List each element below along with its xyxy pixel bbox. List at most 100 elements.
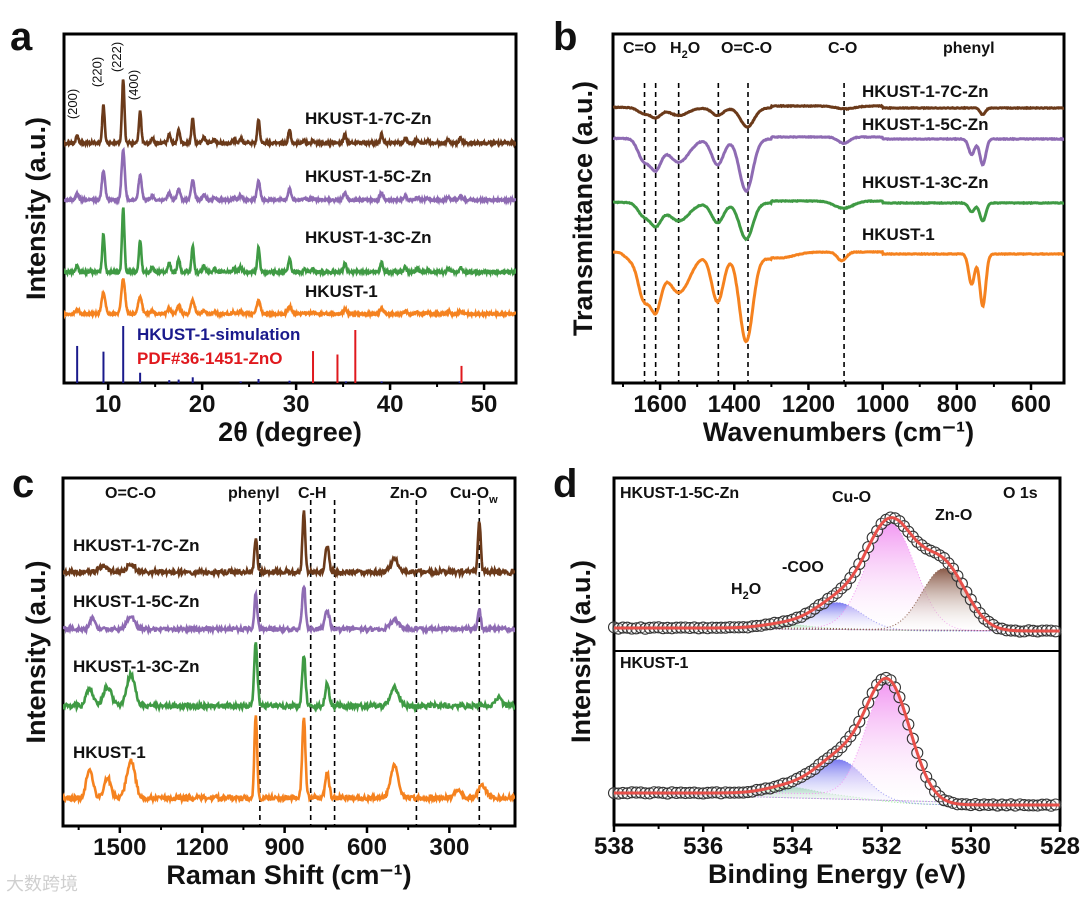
- series-label: HKUST-1-7C-Zn: [73, 536, 200, 555]
- x-tick-label: 1000: [856, 391, 909, 418]
- x-tick-label: 1500: [93, 834, 146, 861]
- component-label: Cu-O: [832, 489, 871, 506]
- x-tick-label: 10: [95, 391, 122, 418]
- band-label-subscript: w: [488, 494, 498, 506]
- panel-letter-d: d: [553, 462, 577, 506]
- x-tick-label: 300: [429, 834, 469, 861]
- subplot-label: HKUST-1-5C-Zn: [620, 485, 739, 502]
- x-axis-title: 2θ (degree): [218, 417, 362, 447]
- panel-letter-b: b: [553, 15, 577, 59]
- hkl-label: (200): [65, 89, 80, 119]
- ftir-series-line: [613, 134, 1064, 194]
- band-label-main: H: [670, 40, 682, 57]
- band-label: C-O: [828, 40, 857, 57]
- ftir-series-line: [613, 249, 1064, 344]
- band-label-main: C-H: [298, 485, 326, 502]
- band-label-subscript: 2: [682, 49, 688, 61]
- y-axis-title: Intensity (a.u.): [566, 560, 596, 743]
- component-label-subscript: 2: [743, 590, 749, 602]
- band-label-main: O=C-O: [721, 40, 772, 57]
- band-label-main: Zn-O: [390, 485, 427, 502]
- xrd-series-line: [64, 146, 516, 207]
- band-label: Zn-O: [390, 485, 427, 502]
- band-label-rest: O: [688, 40, 700, 57]
- x-tick-label: 532: [862, 833, 902, 860]
- x-tick-label: 40: [377, 391, 404, 418]
- component-label-main: H: [731, 581, 743, 598]
- x-tick-label: 1200: [176, 834, 229, 861]
- raman-series-line: [63, 510, 515, 580]
- series-label: HKUST-1-3C-Zn: [862, 173, 989, 192]
- panel-letter-a: a: [10, 15, 33, 59]
- band-label: phenyl: [228, 485, 280, 502]
- x-axis-title: Wavenumbers (cm⁻¹): [703, 417, 974, 447]
- series-label: HKUST-1-5C-Zn: [862, 115, 989, 134]
- series-label: HKUST-1: [862, 225, 935, 244]
- component-label-rest: O: [749, 581, 761, 598]
- ftir-series-line: [613, 103, 1064, 129]
- x-axis-title: Binding Energy (eV): [708, 859, 966, 889]
- band-label-main: C=O: [623, 40, 656, 57]
- component-label: -COO: [782, 559, 824, 576]
- x-tick-label: 600: [347, 834, 387, 861]
- panel-letter-c: c: [12, 462, 34, 506]
- series-label: HKUST-1-7C-Zn: [305, 109, 432, 128]
- x-tick-label: 1400: [708, 391, 761, 418]
- plot-frame-b: [611, 32, 1066, 385]
- band-label-main: O=C-O: [105, 485, 156, 502]
- series-label: HKUST-1-3C-Zn: [73, 657, 200, 676]
- xrd-series-line: [64, 207, 516, 279]
- x-tick-label: 530: [951, 833, 991, 860]
- band-label-main: phenyl: [943, 40, 995, 57]
- band-label-main: C-O: [828, 40, 857, 57]
- band-label: H2O: [670, 40, 700, 61]
- x-tick-label: 900: [265, 834, 305, 861]
- raman-series-line: [63, 642, 515, 714]
- band-label-main: phenyl: [228, 485, 280, 502]
- x-tick-label: 800: [937, 391, 977, 418]
- x-tick-label: 30: [283, 391, 310, 418]
- xrd-series-line: [64, 278, 516, 320]
- series-label: HKUST-1: [73, 743, 146, 762]
- x-tick-label: 534: [772, 833, 813, 860]
- series-label: HKUST-1-7C-Zn: [862, 82, 989, 101]
- series-label: HKUST-1: [305, 282, 378, 301]
- x-tick-label: 20: [189, 391, 216, 418]
- hkl-label: (222): [109, 42, 124, 72]
- y-axis-title: Intensity (a.u.): [21, 117, 51, 300]
- band-label-main: Cu-O: [450, 485, 489, 502]
- x-tick-label: 536: [683, 833, 723, 860]
- band-label: O=C-O: [721, 40, 772, 57]
- band-label: Cu-Ow: [450, 485, 498, 506]
- hkl-label: (220): [89, 57, 104, 87]
- fit-envelope-line: [614, 516, 1060, 633]
- series-label: HKUST-1-5C-Zn: [73, 592, 200, 611]
- fit-component-area: [613, 523, 1061, 632]
- series-label: HKUST-1-3C-Zn: [305, 228, 432, 247]
- band-label: O=C-O: [105, 485, 156, 502]
- component-label: Zn-O: [935, 507, 972, 524]
- x-tick-label: 600: [1011, 391, 1051, 418]
- component-label: H2O: [731, 581, 761, 602]
- x-axis-title: Raman Shift (cm⁻¹): [166, 860, 411, 890]
- x-tick-label: 538: [594, 833, 634, 860]
- y-axis-title: Intensity (a.u.): [21, 560, 51, 743]
- xrd-series-line: [64, 79, 516, 150]
- x-tick-label: 1200: [782, 391, 835, 418]
- band-label: phenyl: [943, 40, 995, 57]
- y-axis-title: Transmittance (a.u.): [568, 81, 598, 336]
- raman-series-line: [63, 584, 515, 636]
- reference-legend: PDF#36-1451-ZnO: [137, 349, 283, 368]
- watermark: 大数跨境: [6, 874, 78, 894]
- x-tick-label: 528: [1040, 833, 1080, 860]
- plot-frame-c: [61, 476, 517, 828]
- subplot-label: HKUST-1: [620, 655, 689, 672]
- raman-series-line: [63, 715, 515, 806]
- core-level-label: O 1s: [1003, 485, 1038, 502]
- fit-envelope-line: [614, 676, 1060, 807]
- reference-legend: HKUST-1-simulation: [137, 325, 300, 344]
- band-label: C-H: [298, 485, 326, 502]
- x-tick-label: 1600: [633, 391, 686, 418]
- ftir-series-line: [613, 198, 1064, 242]
